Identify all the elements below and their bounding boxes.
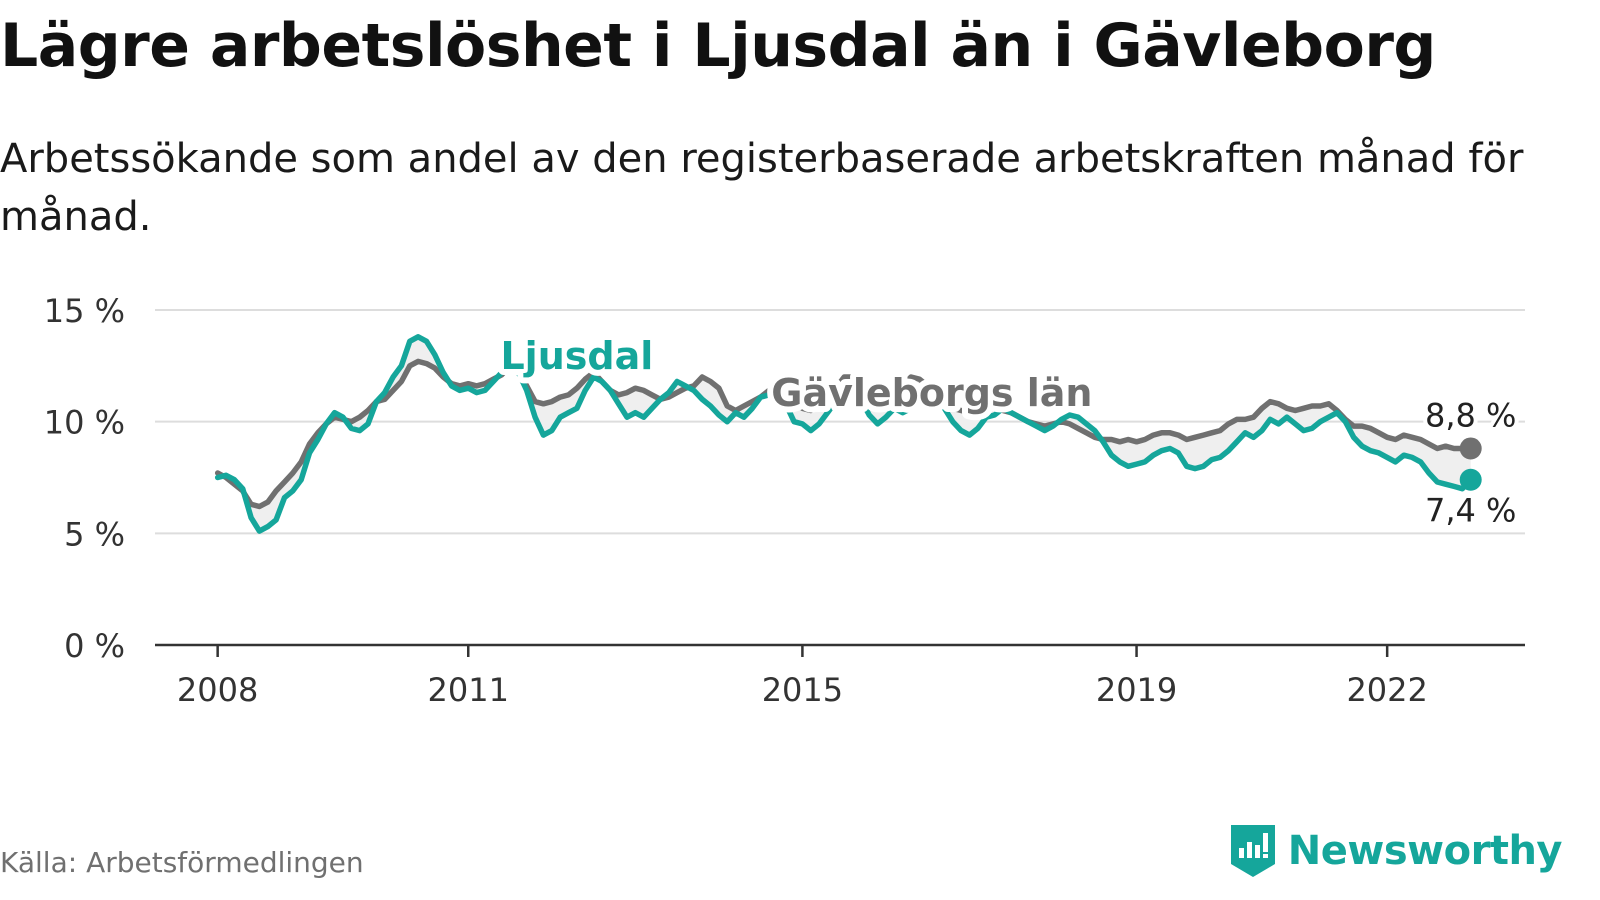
series-line-gavleborgs-lan [214, 358, 1474, 510]
x-axis-tick-labels: 2008 2011 2015 2019 2022 [177, 671, 1428, 709]
x-tick-label-2008: 2008 [177, 671, 258, 709]
x-tick-label-2022: 2022 [1346, 671, 1427, 709]
x-axis [155, 643, 1525, 657]
end-marker-ljusdal [1459, 468, 1482, 491]
newsworthy-logo-icon [1230, 825, 1275, 877]
series-lines [214, 334, 1474, 534]
chart-title: Lägre arbetslöshet i Ljusdal än i Gävleb… [0, 11, 1436, 81]
band-area [217, 336, 1471, 532]
end-value-label-ljusdal: 7,4 % [1425, 492, 1516, 530]
end-value-label-gavleborgs-lan: 8,8 % [1425, 396, 1516, 434]
series-label-gavleborgs-lan: Gävleborgs län [771, 371, 1092, 415]
brand-name: Newsworthy [1287, 828, 1563, 874]
source-note: Källa: Arbetsförmedlingen [0, 846, 364, 879]
y-tick-label-5: 5 % [64, 515, 125, 553]
end-marker-gavleborgs-lan [1459, 437, 1482, 460]
x-tick-label-2011: 2011 [428, 671, 509, 709]
difference-band [217, 336, 1471, 532]
series-label-ljusdal: Ljusdal [500, 334, 653, 378]
line-chart: 0 % 5 % 10 % 15 % 2008 2011 2015 2019 2022 Ljus… [44, 292, 1525, 709]
x-tick-label-2019: 2019 [1096, 671, 1177, 709]
y-tick-label-10: 10 % [44, 404, 125, 442]
end-markers: 8,8 % 7,4 % [1421, 392, 1520, 533]
y-tick-label-0: 0 % [64, 627, 125, 665]
newsworthy-logo: Newsworthy [1228, 822, 1563, 880]
series-line-ljusdal [214, 334, 1474, 534]
series-labels: Ljusdal Gävleborgs län [494, 328, 1098, 421]
y-axis-tick-labels: 0 % 5 % 10 % 15 % [44, 292, 125, 665]
chart-subtitle: Arbetssökande som andel av den registerb… [0, 136, 1524, 240]
x-tick-label-2015: 2015 [762, 671, 843, 709]
y-tick-label-15: 15 % [44, 292, 125, 330]
